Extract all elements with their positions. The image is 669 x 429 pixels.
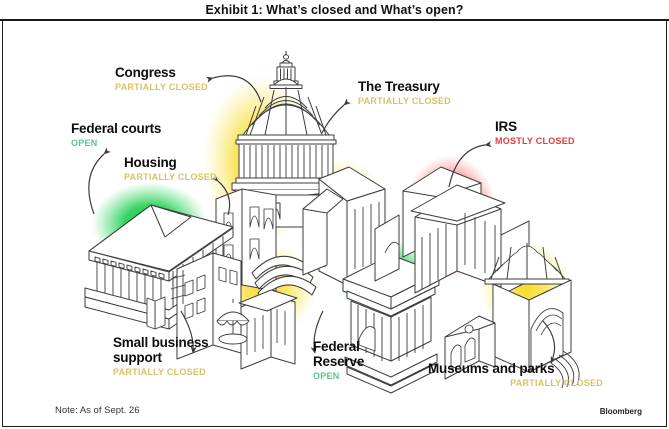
exhibit-title-bar: Exhibit 1: What’s closed and What’s open… <box>0 0 669 21</box>
label-irs-status: MOSTLY CLOSED <box>495 136 575 146</box>
label-federal-courts-name: Federal courts <box>71 121 162 136</box>
label-the-treasury-name: The Treasury <box>358 79 440 94</box>
arrow-congress <box>205 75 262 103</box>
arrow-housing <box>211 174 231 216</box>
cityscape-illustration <box>3 21 666 426</box>
publisher-credit: Bloomberg <box>599 407 642 416</box>
museums-building-art <box>444 243 580 389</box>
arrow-treasury <box>321 98 351 134</box>
label-the-treasury: The Treasury PARTIALLY CLOSED <box>358 79 451 107</box>
label-irs: IRS MOSTLY CLOSED <box>495 119 575 147</box>
label-small-business-support-status: PARTIALLY CLOSED <box>113 367 206 377</box>
label-housing-name: Housing <box>124 155 177 170</box>
label-congress-name: Congress <box>115 65 176 80</box>
label-federal-reserve-status: OPEN <box>313 371 340 381</box>
arrow-federal-reserve <box>310 310 324 354</box>
label-federal-reserve-name: Federal Reserve <box>313 339 365 369</box>
label-federal-reserve: Federal Reserve OPEN <box>313 339 387 382</box>
label-museums-and-parks-name: Museums and parks <box>428 361 555 376</box>
label-the-treasury-status: PARTIALLY CLOSED <box>358 96 451 106</box>
label-small-business-support-name: Small business support <box>113 335 209 365</box>
label-irs-name: IRS <box>495 119 517 134</box>
treasury-building-art <box>302 166 386 286</box>
arrow-federal-courts <box>88 147 111 215</box>
label-small-business-support: Small business support PARTIALLY CLOSED <box>113 335 233 378</box>
arrow-irs <box>448 140 492 188</box>
label-museums-and-parks: Museums and parks PARTIALLY CLOSED <box>428 361 603 389</box>
label-congress: Congress PARTIALLY CLOSED <box>115 65 208 93</box>
cityscape-svg <box>84 51 580 394</box>
label-housing-status: PARTIALLY CLOSED <box>124 172 217 182</box>
label-housing: Housing PARTIALLY CLOSED <box>124 155 217 183</box>
page-title: Exhibit 1: What’s closed and What’s open… <box>205 2 464 17</box>
arrow-small-business <box>180 310 197 354</box>
source-note: Note: As of Sept. 26 <box>55 405 140 416</box>
annotation-arrows <box>88 75 557 364</box>
label-museums-and-parks-status: PARTIALLY CLOSED <box>510 378 603 388</box>
small-business-building-art <box>146 252 298 370</box>
illustration-card: Congress PARTIALLY CLOSED Federal courts… <box>2 21 667 427</box>
arrow-museums <box>542 320 557 364</box>
label-federal-courts-status: OPEN <box>71 138 98 148</box>
label-congress-status: PARTIALLY CLOSED <box>115 82 208 92</box>
label-federal-courts: Federal courts OPEN <box>71 121 161 149</box>
